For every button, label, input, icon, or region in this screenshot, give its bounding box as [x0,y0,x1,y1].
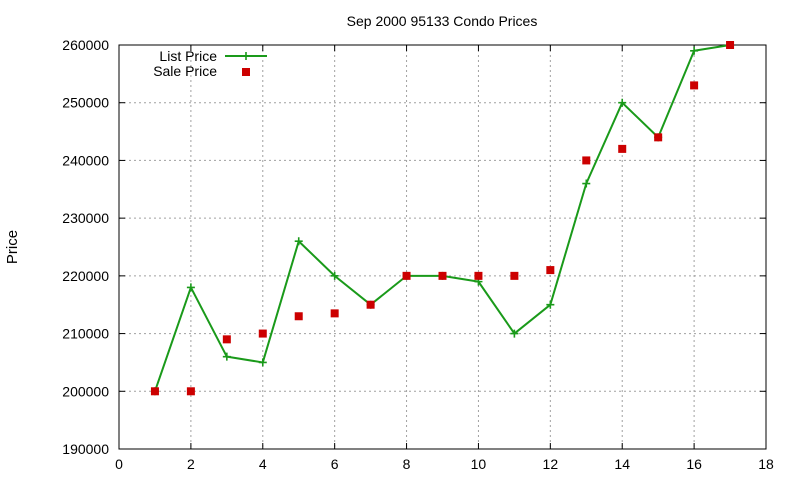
sale-price-point [222,335,231,344]
x-tick-label: 10 [471,456,487,472]
sale-price-point [150,387,159,396]
list-price-point [690,46,699,55]
list-price-point [618,98,627,107]
legend-marker-sale-price [242,68,250,76]
sale-price-point [582,156,591,165]
y-tick-label: 210000 [62,326,109,342]
sale-price-point [366,300,375,309]
y-tick-label: 240000 [62,152,109,168]
axis-ticks: 0 2 4 6 8 10 12 14 16 18 190000 200000 210000 220000 2… [62,37,774,472]
legend-label-sale-price: Sale Price [153,63,217,79]
list-price-point [510,329,519,338]
list-price-point [294,237,303,246]
sale-price-point [258,329,267,338]
series-layer [150,41,735,396]
list-price-point [186,283,195,292]
y-tick-label: 220000 [62,268,109,284]
list-price-point [222,352,231,361]
plot-frame [118,44,767,450]
sale-price-point [510,271,519,280]
sale-price-point [474,271,483,280]
y-tick-label: 230000 [62,210,109,226]
list-price-point [258,358,267,367]
y-tick-label: 260000 [62,37,109,53]
sale-price-point [402,271,411,280]
legend-label-list-price: List Price [159,48,217,64]
x-tick-label: 6 [331,456,339,472]
legend-marker-list-price [242,52,250,60]
x-tick-label: 0 [115,456,123,472]
x-tick-label: 8 [403,456,411,472]
x-tick-label: 16 [686,456,702,472]
y-tick-label: 200000 [62,383,109,399]
x-tick-label: 14 [614,456,630,472]
sale-price-point [330,309,339,318]
sale-price-point [690,81,699,90]
chart-title: Sep 2000 95133 Condo Prices [347,13,538,29]
x-tick-label: 12 [543,456,559,472]
sale-price-point [546,266,555,275]
y-tick-label: 250000 [62,95,109,111]
sale-price-point [618,144,627,153]
y-tick-label: 190000 [62,441,109,457]
y-axis-label: Price [4,230,21,264]
x-tick-label: 2 [187,456,195,472]
list-price-point [330,271,339,280]
x-tick-label: 18 [758,456,774,472]
sale-price-point [654,133,663,142]
sale-price-point [186,387,195,396]
x-tick-label: 4 [259,456,267,472]
legend-sample-sale-price [242,68,250,76]
sale-price-point [294,312,303,321]
sale-price-point [438,271,447,280]
legend-sample-list-price [225,52,267,60]
grid-lines [119,45,766,449]
sale-price-point [726,41,735,49]
list-price-line [153,44,731,392]
legend: List Price Sale Price [153,48,267,79]
list-price-point [546,300,555,309]
list-price-point [582,179,591,188]
